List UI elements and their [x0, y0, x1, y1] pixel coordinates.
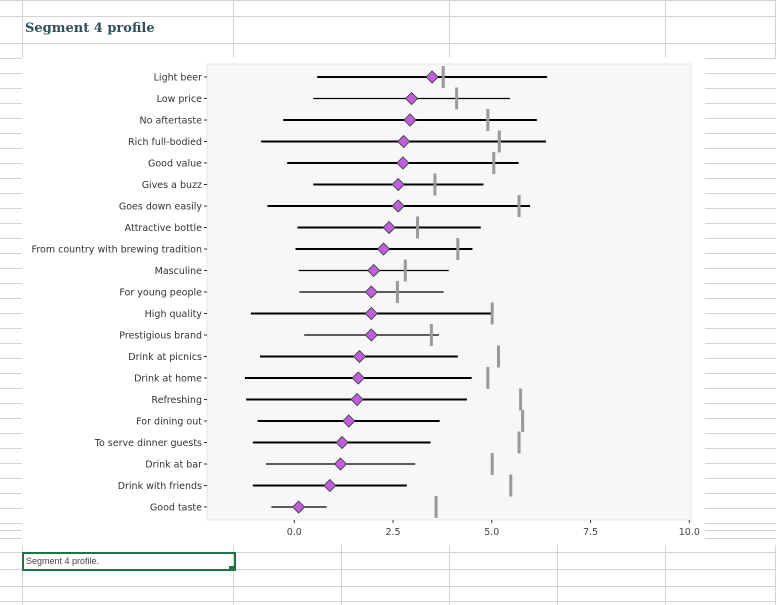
mean-marker	[333, 457, 348, 471]
selected-cell[interactable]: Segment 4 profile.	[22, 552, 236, 571]
mean-marker	[382, 220, 396, 235]
y-tick-label: For young people	[119, 288, 202, 299]
x-tick-label: 5.0	[484, 527, 499, 538]
y-tick-label: Attractive bottle	[125, 223, 203, 234]
mean-marker	[323, 478, 337, 493]
y-tick-label: Drink with friends	[118, 481, 202, 492]
mean-marker	[364, 285, 378, 299]
y-tick-label: From country with brewing tradition	[32, 245, 202, 256]
mean-marker	[396, 156, 410, 170]
plot-panel	[206, 63, 692, 521]
sheet-title: Segment 4 profile	[25, 21, 155, 36]
mean-marker	[352, 349, 367, 364]
mean-marker	[364, 328, 378, 342]
mean-marker	[403, 113, 417, 127]
mean-marker	[367, 263, 381, 278]
y-tick-label: Light beer	[154, 73, 202, 84]
fill-handle[interactable]	[229, 566, 234, 571]
mean-marker	[364, 306, 378, 321]
mean-marker	[335, 435, 349, 450]
mean-marker	[351, 371, 365, 385]
x-tick-label: 10.0	[679, 527, 700, 538]
y-tick-label: Rich full-bodied	[128, 137, 202, 148]
mean-marker	[425, 70, 439, 84]
y-tick-label: High quality	[145, 309, 203, 320]
x-tick-label: 2.5	[385, 527, 400, 538]
y-tick-label: For dining out	[136, 417, 202, 428]
mean-marker	[391, 199, 405, 213]
mean-marker	[397, 134, 411, 149]
mean-marker	[292, 500, 306, 514]
x-tick-label: 7.5	[583, 527, 598, 538]
y-tick-label: Good taste	[150, 503, 202, 514]
y-tick-label: Good value	[148, 159, 202, 170]
y-tick-label: Goes down easily	[119, 202, 203, 213]
y-tick-label: Low price	[157, 94, 203, 105]
y-tick-label: Refreshing	[151, 395, 202, 406]
y-tick-label: To serve dinner guests	[94, 438, 202, 449]
y-tick-label: No aftertaste	[140, 116, 203, 127]
mean-marker	[350, 392, 364, 407]
segment-profile-chart: 0.0 2.5 5.0 7.5 10.0 Light beer Low price No af…	[22, 58, 705, 545]
mean-marker	[342, 414, 356, 428]
mean-marker	[377, 242, 391, 256]
y-tick-label: Masculine	[155, 266, 203, 277]
y-tick-label: Drink at bar	[145, 460, 202, 471]
y-tick-label: Prestigious brand	[119, 331, 202, 342]
mean-marker	[405, 91, 419, 106]
y-tick-label: Drink at picnics	[128, 352, 202, 363]
y-tick-label: Gives a buzz	[142, 180, 202, 191]
x-tick-label: 0.0	[287, 527, 302, 538]
y-tick-label: Drink at home	[134, 374, 202, 385]
mean-marker	[391, 177, 405, 192]
